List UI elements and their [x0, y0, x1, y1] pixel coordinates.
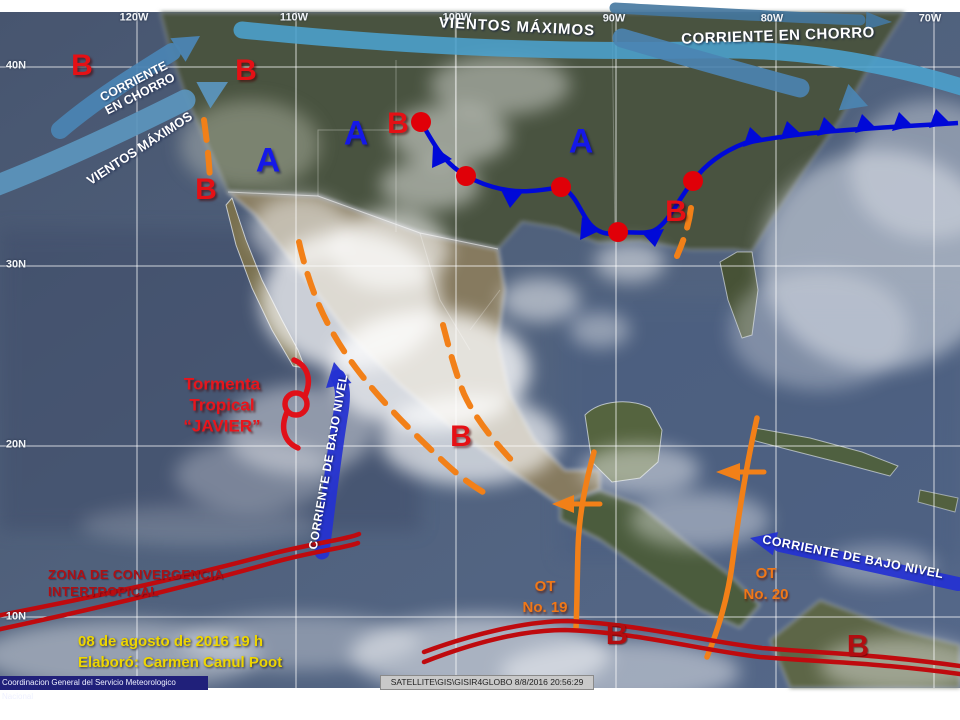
itcz-lines — [0, 531, 960, 677]
caribbean-low-level-arrow — [750, 532, 960, 591]
tropical-storm-label: Tormenta Tropical “JAVIER” — [183, 374, 260, 437]
tropical-wave-axes — [552, 415, 767, 660]
ot20-motion-arrow-head — [716, 463, 740, 481]
trough-alabama — [674, 205, 694, 259]
storm-label-line1: Tormenta — [183, 374, 261, 394]
land-cuba — [751, 427, 899, 477]
lon-label-110w: 110W — [279, 11, 309, 24]
lat-label-40n: 40N — [5, 59, 27, 72]
lat-label-10n: 10N — [5, 610, 27, 623]
low-pressure-letter: B — [195, 172, 217, 206]
ne-jet-arrow-lower — [612, 28, 868, 111]
satellite-stamp: SATELLITE\GIS\GISIR4GLOBO 8/8/2016 20:56… — [380, 675, 594, 690]
storm-label-name: “JAVIER” — [183, 416, 261, 436]
lon-label-100w: 100W — [442, 11, 472, 24]
ot19-axis — [573, 449, 597, 631]
nw-jet-arrow — [51, 36, 200, 139]
ot20-axis — [704, 415, 760, 660]
low-level-current-arrows — [314, 362, 960, 591]
weather-front — [411, 109, 959, 247]
issue-info: 08 de agosto de 2016 19 h Elaboró: Carme… — [78, 631, 282, 673]
trough-east-mexico — [440, 322, 521, 470]
pacific-low-level-arrow — [314, 362, 352, 560]
upper-wind-arrows — [0, 2, 960, 196]
trough-west-mexico — [296, 239, 491, 498]
lon-label-80w: 80W — [760, 12, 784, 25]
ot20-label-number: No. 20 — [743, 586, 789, 603]
ne-jet-arrow-upper — [609, 2, 892, 30]
lon-label-120w: 120W — [119, 11, 149, 24]
issue-author: Elaboró: Carmen Canul Poot — [78, 654, 283, 671]
front-warm-semicircles — [411, 112, 703, 242]
land-baja-california — [225, 197, 306, 369]
tropical-storm-icon — [280, 357, 312, 451]
ot19-motion-arrow-head — [552, 495, 574, 513]
lon-label-70w: 70W — [918, 12, 942, 25]
ot20-label-ot: OT — [755, 565, 777, 582]
low-pressure-letter: B — [450, 419, 472, 453]
low-pressure-letter: B — [387, 106, 409, 140]
lat-label-30n: 30N — [5, 258, 27, 271]
ot19-label-ot: OT — [534, 578, 556, 595]
high-pressure-letter: A — [343, 114, 369, 153]
lon-label-90w: 90W — [602, 12, 626, 25]
low-pressure-letter: B — [846, 628, 870, 664]
front-cold-triangles — [432, 109, 950, 247]
ot20-label: OT No. 20 — [743, 563, 788, 605]
trough-arizona — [201, 117, 213, 183]
low-pressure-letter: B — [665, 194, 687, 228]
ot19-label-number: No. 19 — [522, 599, 568, 616]
nw-winds-arrow — [0, 82, 228, 196]
high-pressure-letter: A — [255, 141, 281, 180]
lat-label-20n: 20N — [5, 438, 27, 451]
ot19-label: OT No. 19 — [522, 576, 567, 618]
low-pressure-letter: B — [71, 48, 93, 82]
trough-lines — [201, 117, 694, 498]
issue-date: 08 de agosto de 2016 19 h — [78, 633, 264, 650]
low-pressure-letter: B — [235, 53, 257, 87]
high-pressure-letter: A — [568, 122, 594, 161]
itcz-label-line1: ZONA DE CONVERGENCIA — [48, 567, 224, 582]
itcz-label-line2: INTERTROPICAL — [48, 584, 159, 599]
agency-bar: Coordinacion General del Servicio Meteor… — [0, 676, 208, 701]
itcz-label: ZONA DE CONVERGENCIA INTERTROPICAL — [48, 566, 224, 600]
storm-label-line2: Tropical — [189, 395, 255, 415]
land-hispaniola — [917, 489, 959, 513]
low-pressure-letter: B — [605, 616, 629, 652]
